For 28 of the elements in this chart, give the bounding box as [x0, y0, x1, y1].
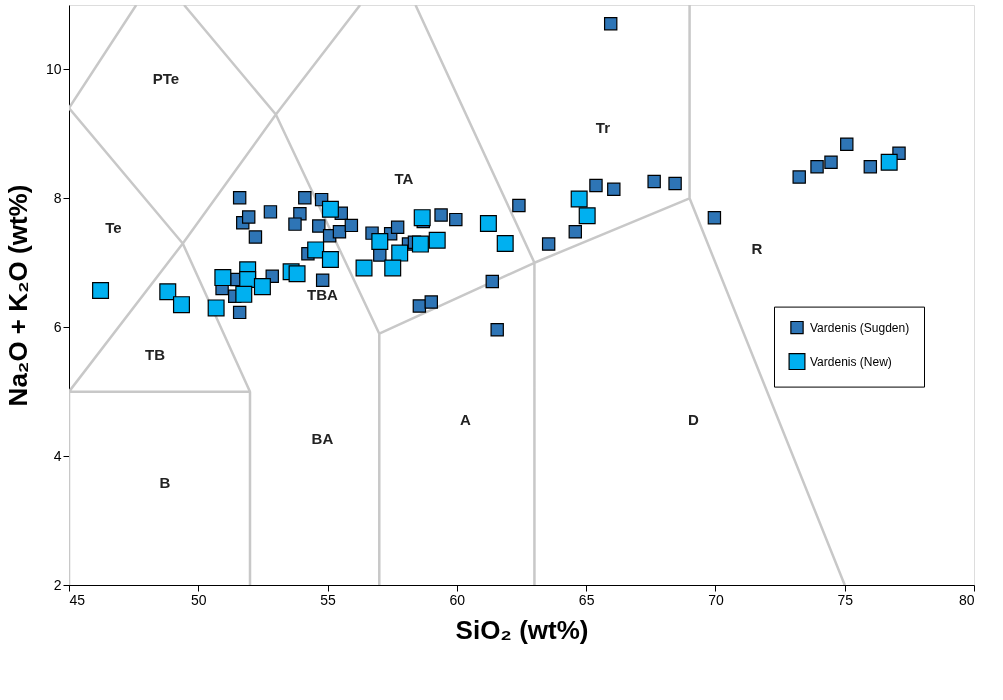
annotation: R	[751, 239, 763, 257]
x-tick-label: 75	[837, 591, 854, 608]
y-axis-title: Na₂O + K₂O (wt%)	[2, 184, 33, 407]
annotation: PTe	[152, 70, 180, 88]
x-tick-label: 50	[191, 591, 207, 608]
y-tick-label: 8	[53, 189, 62, 206]
x-axis-title: SiO₂ (wt%)	[455, 614, 589, 645]
annotation: B	[159, 473, 171, 491]
annotation: D	[688, 410, 700, 428]
x-tick-label: 65	[578, 591, 595, 608]
y-tick-label: 6	[53, 318, 62, 335]
legend-label: Vardenis (New)	[810, 354, 892, 369]
annotation: Te	[105, 218, 122, 236]
x-tick-label: 70	[708, 591, 724, 608]
annotation: TA	[394, 170, 414, 187]
y-tick-label: 10	[45, 60, 62, 77]
y-tick-label: 2	[53, 576, 62, 593]
x-tick-label: 80	[958, 591, 975, 608]
annotation: TB	[144, 345, 166, 363]
legend-label: Vardenis (Sugden)	[810, 320, 910, 335]
annotation: TBA	[306, 286, 338, 303]
y-tick-label: 4	[53, 447, 62, 464]
x-tick-label: 55	[320, 591, 337, 608]
annotation: Tr	[595, 118, 611, 136]
x-tick-label: 60	[449, 591, 466, 608]
annotation: BA	[311, 429, 334, 447]
annotation: A	[459, 410, 471, 428]
x-tick-label: 45	[69, 591, 86, 608]
